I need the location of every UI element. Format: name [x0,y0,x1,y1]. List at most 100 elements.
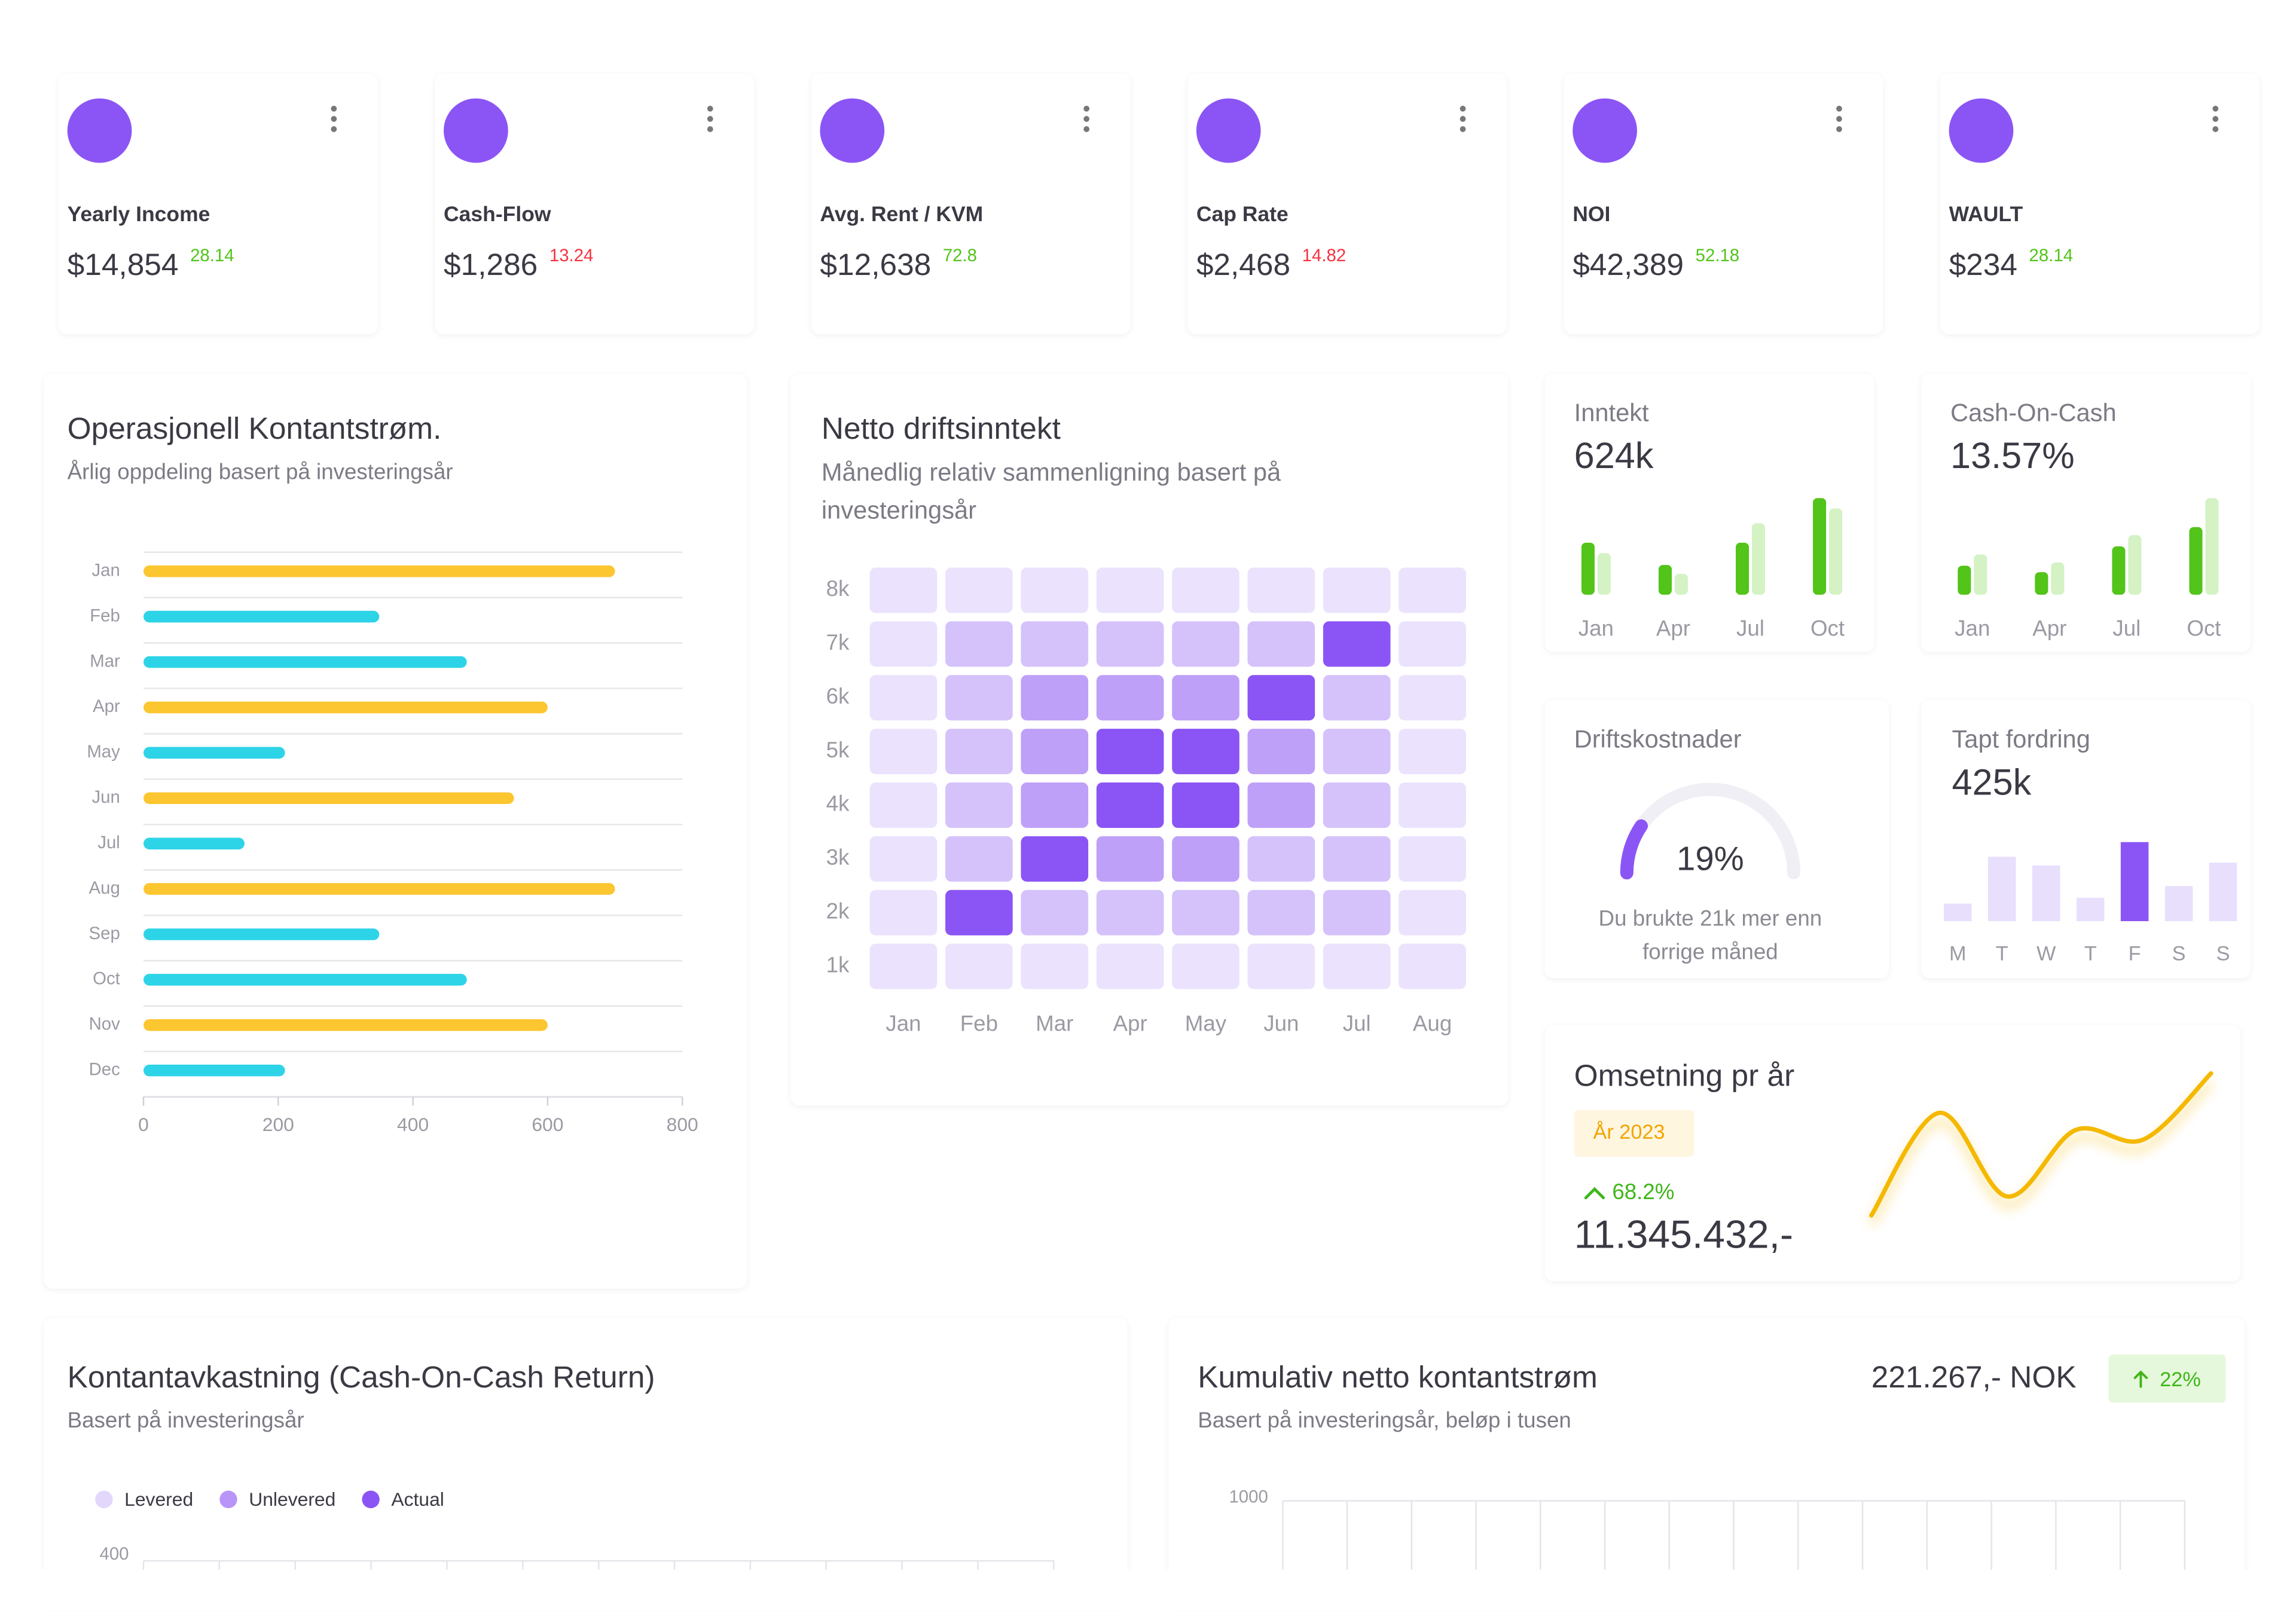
menu-dot [331,105,337,112]
x-tick-label: 400 [397,1114,429,1135]
gauge-note: Du brukte 21k mer enn forrige måned [1598,906,1822,965]
card-value: 13.57% [1950,435,2075,476]
bar [144,928,380,940]
y-tick-label: 7k [826,630,850,655]
kpi-value: $12,638 [820,247,931,282]
kpi-label: Cash-Flow [444,202,551,226]
heat-cell [869,836,938,882]
bar [2051,562,2065,595]
heat-cell [1021,782,1089,828]
card [1544,1025,2240,1282]
heat-cell [1021,889,1089,936]
x-tick-label: 600 [532,1114,563,1135]
kpi-icon [820,98,885,163]
bar [1944,903,1972,921]
heat-cell [945,567,1013,613]
badge: År 2023 [1593,1120,1665,1144]
heat-cell [1247,729,1315,775]
card-title: Cash-On-Cash [1950,399,2117,427]
bar [2128,535,2142,595]
heat-cell [945,943,1013,989]
x-tick-label: 800 [667,1114,698,1135]
heat-cell [1096,836,1164,882]
y-tick-label: 1k [826,952,850,977]
card-value: 624k [1574,435,1654,476]
bar [1658,565,1672,595]
x-tick-label: S [2172,942,2186,965]
heat-cell [1172,782,1239,828]
card-subtitle-box: Månedlig relativ sammenligning basert på… [821,458,1281,525]
kpi-label: WAULT [1949,202,2023,226]
x-tick-label: Aug [1413,1011,1452,1036]
heat-cell [1399,729,1466,775]
x-tick-label: Apr [1113,1011,1147,1036]
kpi-change: 28.14 [190,246,234,265]
bar [1597,553,1611,595]
line [1869,1071,2213,1218]
legend-label: Actual [391,1488,444,1510]
gauge-value [1620,819,1648,880]
heat-cell [945,729,1013,775]
bar [144,837,245,849]
bar [2209,863,2237,921]
card [1544,700,1889,979]
heat-cell [869,567,938,613]
kpi-value: $2,468 [1196,247,1290,282]
bar [144,883,615,895]
card-title: Kontantavkastning (Cash-On-Cash Return) [68,1359,655,1394]
card [58,74,378,334]
heat-cell [945,836,1013,882]
card-title: Driftskostnader [1574,725,1742,753]
heat-cell [1399,782,1466,828]
y-tick-label: Aug [89,878,120,898]
kpi-value: $234 [1949,247,2017,282]
y-tick-label: Apr [93,696,120,716]
kpi-change: 28.14 [2029,246,2074,265]
card-subtitle: Månedlig relativ sammenligning basert på… [821,458,1281,525]
heat-cell [1172,836,1239,882]
bar [2112,546,2126,595]
bar [144,1019,548,1031]
bar [2076,897,2105,921]
card-subtitle: Årlig oppdeling basert på investeringsår [68,459,453,484]
heat-cell [1247,889,1315,936]
card-title: Kumulativ netto kontantstrøm [1198,1359,1598,1394]
heat-cell [1247,621,1315,667]
card [1168,1317,2245,1611]
heat-cell [1323,675,1391,721]
bar [144,565,615,577]
menu-dot [1083,116,1090,122]
card [435,74,755,334]
kpi-change: 14.82 [1302,246,1347,265]
heat-cell [1323,782,1391,828]
x-tick-label: S [2216,942,2230,965]
heat-cell [1096,889,1164,936]
badge-bg [1574,1109,1694,1157]
heat-cell [1172,621,1239,667]
bar [2189,527,2203,595]
badge-arrow [2133,1370,2148,1388]
menu-dot [1083,105,1090,112]
y-tick-label: 4k [826,791,850,816]
heat-cell [869,782,938,828]
card-title: Netto driftsinntekt [822,411,1061,445]
heat-cell [1323,621,1391,667]
heat-cell [1247,836,1315,882]
x-tick-label: Jan [886,1011,921,1036]
menu-dot [2212,105,2219,112]
heat-cell [1172,889,1239,936]
bar [144,974,467,986]
x-tick-label: Jul [1343,1011,1371,1036]
y-tick-label: 400 [99,1544,129,1564]
x-tick-label: Jul [1736,616,1764,640]
y-tick-label: Jan [91,560,120,580]
heat-cell [869,675,938,721]
kpi-change: 72.8 [943,246,977,265]
y-tick-label: Nov [89,1014,121,1034]
x-tick-label: T [1996,942,2008,965]
card [811,74,1131,334]
bar [1829,508,1843,595]
heat-cell [1323,567,1391,613]
y-tick-label: 8k [826,576,850,601]
kpi-icon [1196,98,1261,163]
